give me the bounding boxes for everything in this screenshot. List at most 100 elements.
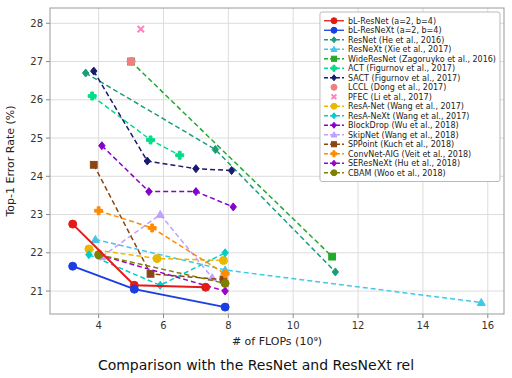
legend-marker <box>331 142 336 147</box>
y-tick-label: 27 <box>30 56 43 67</box>
y-tick <box>46 138 50 139</box>
legend-label: ResA-Net (Wang et al., 2017) <box>348 102 464 111</box>
x-tick <box>98 314 99 318</box>
series <box>88 92 184 159</box>
point <box>222 249 228 257</box>
legend-marker <box>332 75 337 81</box>
legend-label: CBAM (Woo et al., 2018) <box>348 169 446 178</box>
point <box>127 58 135 66</box>
point <box>147 136 155 144</box>
series <box>99 142 237 211</box>
x-tick-label: 14 <box>417 320 430 331</box>
series <box>95 251 228 295</box>
series-line <box>102 146 233 207</box>
y-grid-line <box>50 291 504 292</box>
legend-label: ResA-NeXt (Wang et al., 2017) <box>348 112 470 121</box>
series <box>91 235 485 305</box>
x-tick-label: 6 <box>160 320 166 331</box>
legend-marker <box>331 46 337 51</box>
x-tick-label: 10 <box>287 320 300 331</box>
series <box>90 161 227 283</box>
point <box>230 203 236 211</box>
point <box>153 255 161 263</box>
y-axis-label: Top-1 Error Rate (%) <box>4 105 17 217</box>
legend-marker <box>332 37 337 43</box>
x-grid-line <box>98 8 99 314</box>
series <box>138 26 144 32</box>
point <box>128 58 135 65</box>
legend-label: ConvNet-AIG (Veit et al., 2018) <box>348 150 471 159</box>
point <box>82 69 88 77</box>
point <box>90 161 97 168</box>
point <box>91 67 97 75</box>
legend-marker <box>332 160 337 166</box>
point <box>91 235 99 242</box>
point <box>477 299 485 306</box>
legend-marker <box>331 151 337 157</box>
chart: 468101214162122232425262728# of FLOPs (1… <box>0 0 512 378</box>
point <box>148 224 156 232</box>
ticks: 468101214162122232425262728 <box>30 18 494 331</box>
legend-marker <box>331 132 337 137</box>
series-line <box>73 224 206 287</box>
legend-marker <box>332 122 337 128</box>
legend-label: ResNeXt (Xie et al., 2017) <box>348 45 451 54</box>
point <box>69 262 77 270</box>
point <box>147 270 154 277</box>
legend-label: SPPoint (Kuch et al., 2018) <box>348 140 454 149</box>
legend-label: SkipNet (Wang et al., 2018) <box>348 131 459 140</box>
x-grid-line <box>228 8 229 314</box>
y-tick-label: 24 <box>30 171 43 182</box>
point <box>212 146 218 154</box>
grid <box>50 8 504 314</box>
caption: Comparison with the ResNet and ResNeXt r… <box>98 357 414 373</box>
x-tick <box>228 314 229 318</box>
x-tick <box>358 314 359 318</box>
series-line <box>131 62 332 257</box>
x-tick-label: 12 <box>352 320 365 331</box>
y-tick <box>46 176 50 177</box>
y-tick <box>46 61 50 62</box>
point <box>86 251 92 259</box>
legend-label: WideResNet (Zagoruyko et al., 2016) <box>348 55 496 64</box>
legend-marker <box>331 18 337 24</box>
legend-marker <box>331 27 337 33</box>
legend-label: PFEC (Li et al., 2017) <box>348 93 432 102</box>
legend-marker <box>332 94 337 99</box>
legend-marker <box>331 84 337 90</box>
point <box>144 157 150 165</box>
point <box>156 211 164 218</box>
legend-label: bL-ResNet (a=2, b=4) <box>348 17 436 26</box>
series <box>127 58 135 66</box>
series <box>91 67 235 174</box>
x-grid-line <box>293 8 294 314</box>
point <box>69 220 77 228</box>
legend-label: SEResNeXt (Hu et al., 2018) <box>348 159 460 168</box>
y-tick-label: 28 <box>30 18 43 29</box>
point <box>99 142 105 150</box>
legend: bL-ResNet (a=2, b=4)bL-ResNeXt (a=2, b=4… <box>320 12 500 182</box>
plot-frame <box>50 8 504 314</box>
x-grid-line <box>163 8 164 314</box>
legend-marker <box>331 65 337 71</box>
point <box>138 26 144 32</box>
x-tick <box>487 314 488 318</box>
legend-label: ResNet (He et al., 2016) <box>348 36 444 45</box>
point <box>222 287 228 295</box>
point <box>176 151 184 159</box>
point <box>332 268 338 276</box>
series <box>128 58 336 260</box>
series-line <box>73 266 225 307</box>
y-tick-label: 25 <box>30 133 43 144</box>
y-tick <box>46 99 50 100</box>
legend-label: SACT (Figurnov et al., 2017) <box>348 74 460 83</box>
point <box>221 303 229 311</box>
legend-marker <box>332 113 337 119</box>
x-tick <box>293 314 294 318</box>
y-grid-line <box>50 252 504 253</box>
series-line <box>92 96 180 155</box>
y-tick-label: 26 <box>30 94 43 105</box>
point <box>202 283 210 291</box>
point <box>95 207 103 215</box>
y-tick <box>46 214 50 215</box>
